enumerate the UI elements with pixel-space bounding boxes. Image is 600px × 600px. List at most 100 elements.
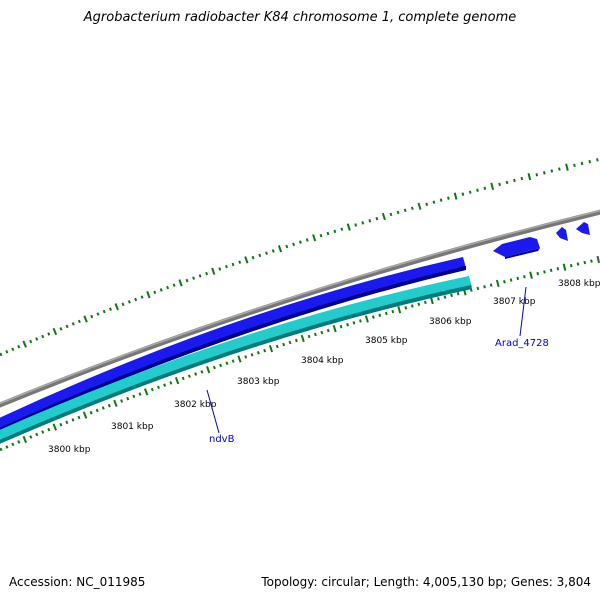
inner-tick <box>371 315 375 319</box>
inner-tick <box>509 278 513 282</box>
outer-tick <box>299 240 302 244</box>
outer-tick <box>47 332 51 336</box>
outer-tick <box>5 350 9 354</box>
inner-tick <box>132 394 136 399</box>
outer-tick <box>432 200 436 204</box>
inner-tick <box>187 374 191 378</box>
inner-tick <box>437 297 440 301</box>
outer-tick <box>251 255 255 260</box>
inner-tick <box>503 280 506 284</box>
outer-tick <box>238 260 242 264</box>
outer-tick <box>265 251 268 255</box>
ruler-tick-label: 3808 kbp <box>558 279 600 289</box>
gene-label-ndvb[interactable]: ndvB <box>209 434 235 445</box>
outer-tick <box>22 340 28 348</box>
inner-tick-marks <box>0 255 600 452</box>
outer-tick <box>573 163 576 168</box>
inner-tick <box>212 365 216 370</box>
outer-tick <box>312 234 317 242</box>
outer-tick <box>271 249 275 253</box>
outer-tick <box>596 158 599 162</box>
inner-tick <box>237 355 242 363</box>
inner-tick <box>397 306 402 314</box>
outer-tick <box>319 233 323 238</box>
inner-tick <box>332 325 337 333</box>
inner-tick <box>163 383 167 387</box>
cds-small-2 <box>576 222 590 235</box>
inner-tick <box>120 399 124 403</box>
outer-tick <box>417 202 422 210</box>
outer-tick <box>83 315 88 323</box>
inner-tick <box>294 338 298 343</box>
ruler-tick-label: 3804 kbp <box>301 356 344 366</box>
gene-label-arad-4728[interactable]: Arad_4728 <box>495 338 549 349</box>
outer-tick <box>558 167 561 171</box>
outer-tick <box>326 231 330 236</box>
inner-tick <box>326 328 330 333</box>
genome-title: Agrobacterium radiobacter K84 chromosome… <box>83 10 517 25</box>
inner-tick <box>543 270 546 274</box>
inner-tick <box>52 423 58 431</box>
inner-tick <box>65 420 69 425</box>
outer-tick <box>224 264 228 269</box>
inner-tick <box>569 263 573 268</box>
inner-tick <box>516 276 520 281</box>
inner-tick <box>339 324 343 329</box>
outer-tick <box>520 176 524 181</box>
cds-small-1 <box>556 227 568 241</box>
outer-tick <box>153 290 157 295</box>
outer-tick <box>211 267 216 275</box>
ndvb-leader-line <box>206 389 220 434</box>
ruler-tick-label: 3800 kbp <box>48 445 91 455</box>
inner-tick <box>244 355 248 359</box>
outer-tick <box>108 307 112 311</box>
inner-tick <box>174 376 180 385</box>
inner-tick <box>225 361 229 366</box>
outer-tick <box>121 302 125 307</box>
outer-tick <box>490 182 495 190</box>
outer-tick <box>468 190 472 194</box>
outer-tick <box>244 256 249 264</box>
inner-tick <box>35 432 39 437</box>
inner-tick <box>378 313 382 317</box>
outer-tick <box>65 324 69 329</box>
inner-tick <box>476 286 480 291</box>
inner-tick <box>157 385 160 390</box>
inner-tick <box>495 279 500 288</box>
cds-arad-4728-shadow <box>505 248 540 259</box>
inner-tick <box>22 435 28 444</box>
rna-band <box>0 276 472 442</box>
inner-tick <box>596 255 600 264</box>
outer-tick <box>166 285 170 290</box>
outer-tick <box>425 202 429 206</box>
inner-tick <box>300 334 305 343</box>
inner-tick <box>320 330 324 335</box>
outer-tick <box>396 210 400 215</box>
inner-tick <box>77 415 81 420</box>
inner-tick <box>126 396 130 401</box>
inner-tick <box>352 321 356 325</box>
inner-tick <box>0 447 3 452</box>
outer-tick <box>305 238 309 242</box>
inner-tick <box>194 372 198 376</box>
ruler-tick-label: 3803 kbp <box>237 377 280 387</box>
inner-tick <box>95 408 99 413</box>
outer-tick <box>375 216 379 221</box>
outer-tick <box>285 244 289 249</box>
outer-tick <box>565 163 569 171</box>
inner-tick <box>107 403 111 408</box>
outer-tick <box>476 188 479 192</box>
inner-tick <box>256 351 260 355</box>
genome-stats: Topology: circular; Length: 4,005,130 bp… <box>261 575 591 589</box>
outer-tick <box>205 271 209 276</box>
inner-tick <box>417 302 421 306</box>
inner-tick <box>5 445 9 449</box>
outer-tick <box>172 283 176 287</box>
inner-tick <box>206 366 211 374</box>
inner-tick <box>200 370 204 374</box>
ruler-tick-label: 3801 kbp <box>111 422 154 432</box>
outer-tick <box>41 334 45 339</box>
outer-tick <box>527 173 532 181</box>
